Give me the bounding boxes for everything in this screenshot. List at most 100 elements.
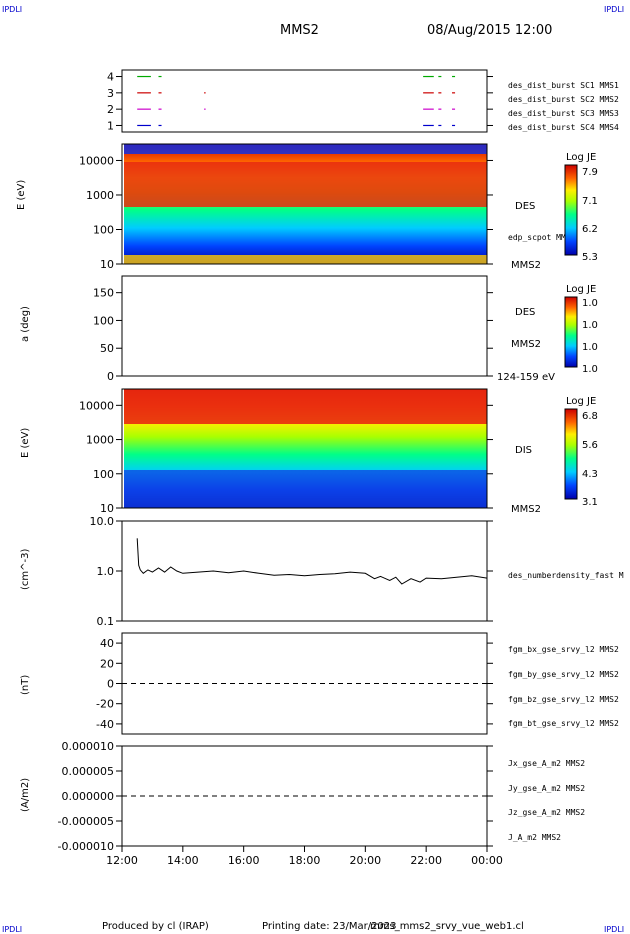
pitch-angle-panel: a (deg) 0 50 100 150 DES MMS2 124-159 eV Lo… — [20, 275, 598, 383]
pitch-angle-yticks: 0 50 100 150 — [93, 287, 493, 383]
time-tick-label: 12:00 — [106, 854, 138, 867]
pa-y-tick-label: 50 — [100, 342, 114, 355]
des-spacecraft-label: MMS2 — [511, 260, 541, 271]
des-instrument-label: DES — [515, 201, 535, 212]
pa-y-tick-label: 150 — [93, 287, 114, 300]
footer-product-name: mms_mms2_srvy_vue_web1.cl — [370, 921, 524, 932]
density-series-line — [136, 538, 488, 585]
burst-y-tick-label: 3 — [107, 87, 114, 100]
dis-energy-ylabel: E (eV) — [20, 428, 31, 458]
bfield-legend-bz: fgm_bz_gse_srvy_l2 MMS2 — [508, 695, 619, 704]
density-yticks: 0.1 1.0 10.0 — [90, 515, 493, 628]
bfield-y-tick-label: 20 — [100, 657, 114, 670]
corner-label-bottom-left: IPDLI — [2, 925, 22, 934]
bfield-y-tick-label: -20 — [96, 698, 114, 711]
dis-colorbar-tick-3: 3.1 — [582, 497, 598, 508]
current-legend-jy: Jy_gse_A_m2 MMS2 — [508, 784, 585, 793]
time-tick-label: 18:00 — [289, 854, 321, 867]
des-spectrogram-low-band — [124, 255, 487, 264]
plot-datetime: 08/Aug/2015 12:00 — [427, 23, 552, 38]
des-colorbar — [564, 164, 578, 256]
pa-colorbar-tick-2: 1.0 — [582, 342, 598, 353]
current-panel: (A/m2) -0.000010 -0.000005 0.000000 0.00000… — [20, 740, 585, 867]
legend-sc3: des_dist_burst SC3 MMS3 — [508, 109, 619, 118]
current-ylabel: (A/m2) — [20, 778, 31, 812]
current-legend-jz: Jz_gse_A_m2 MMS2 — [508, 808, 585, 817]
des-colorbar-tick-0: 7.9 — [582, 167, 598, 178]
pitch-angle-ylabel: a (deg) — [20, 306, 31, 342]
density-y-tick-label: 1.0 — [97, 565, 115, 578]
burst-y-tick-label: 2 — [107, 103, 114, 116]
des-colorbar-tick-2: 6.2 — [582, 224, 598, 235]
footer-printing-date: Printing date: 23/Mar/2023 — [262, 921, 397, 932]
density-y-tick-label: 10.0 — [90, 515, 115, 528]
time-axis-ticks: 12:00 14:00 16:00 18:00 20:00 22:00 00:00 — [106, 846, 503, 867]
current-y-tick-label: -0.000010 — [58, 840, 114, 853]
bfield-ylabel: (nT) — [20, 675, 31, 695]
legend-sc1: des_dist_burst SC1 MMS1 — [508, 81, 619, 90]
footer-produced-by: Produced by cl (IRAP) — [102, 921, 209, 932]
des-energy-ylabel: E (eV) — [16, 180, 27, 210]
des-colorbar-tick-1: 7.1 — [582, 196, 598, 207]
bfield-legend-by: fgm_by_gse_srvy_l2 MMS2 — [508, 670, 619, 679]
dis-colorbar-tick-0: 6.8 — [582, 411, 598, 422]
des-y-tick-label: 10 — [100, 258, 114, 271]
current-y-tick-label: 0.000010 — [62, 740, 115, 753]
time-tick-label: 00:00 — [471, 854, 503, 867]
bfield-legend-bx: fgm_bx_gse_srvy_l2 MMS2 — [508, 645, 619, 654]
dis-y-tick-label: 10 — [100, 502, 114, 515]
current-y-tick-label: -0.000005 — [58, 815, 114, 828]
dis-y-tick-label: 1000 — [86, 434, 114, 447]
bfield-y-tick-label: -40 — [96, 718, 114, 731]
des-spectrogram-panel: E (eV) 10 100 1000 10000 DES edp_scpot MMS2… — [16, 143, 598, 271]
pa-colorbar — [564, 296, 578, 368]
pitch-angle-spacecraft-label: MMS2 — [511, 339, 541, 350]
bfield-yticks: -40 -20 0 20 40 — [96, 637, 493, 731]
bfield-legend-bt: fgm_bt_gse_srvy_l2 MMS2 — [508, 719, 619, 728]
current-y-tick-label: 0.000000 — [62, 790, 115, 803]
des-y-tick-label: 100 — [93, 223, 114, 236]
pitch-angle-frame — [121, 275, 488, 377]
pitch-angle-instrument-label: DES — [515, 307, 535, 318]
density-y-tick-label: 0.1 — [97, 615, 115, 628]
dis-colorbar-tick-1: 5.6 — [582, 440, 598, 451]
dis-spacecraft-label: MMS2 — [511, 504, 541, 515]
time-tick-label: 16:00 — [228, 854, 260, 867]
des-spectrogram-peak-band — [124, 162, 487, 207]
density-panel: (cm^-3) 0.1 1.0 10.0 des_numberdensity_fas… — [20, 515, 624, 628]
bfield-panel: (nT) -40 -20 0 20 40 fgm_bx_gse_srvy_l2 MMS2… — [20, 632, 619, 735]
dis-y-tick-label: 10000 — [79, 399, 114, 412]
corner-label-top-right: IPDLI — [604, 5, 624, 14]
des-colorbar-title: Log JE — [566, 152, 596, 163]
spacecraft-title: MMS2 — [280, 23, 319, 38]
burst-y-tick-label: 1 — [107, 119, 114, 132]
burst-marks — [137, 75, 456, 127]
corner-label-bottom-right: IPDLI — [604, 925, 624, 934]
density-series-label: des_numberdensity_fast M — [508, 571, 624, 580]
burst-panel-frame — [121, 69, 488, 133]
des-y-tick-label: 10000 — [79, 154, 114, 167]
dis-colorbar-title: Log JE — [566, 396, 596, 407]
dis-spectrogram-low-band — [124, 470, 487, 508]
dis-spectrogram-frame — [121, 388, 488, 509]
current-yticks: -0.000010 -0.000005 0.000000 0.000005 0.0000… — [58, 740, 493, 853]
time-tick-label: 14:00 — [167, 854, 199, 867]
density-ylabel: (cm^-3) — [20, 549, 31, 590]
burst-yticks: 1 2 3 4 — [107, 71, 493, 132]
current-legend-jtotal: J_A_m2 MMS2 — [508, 833, 561, 842]
burst-y-tick-label: 4 — [107, 71, 114, 84]
current-legend-jx: Jx_gse_A_m2 MMS2 — [508, 759, 585, 768]
dis-spectrogram-peak-band — [124, 389, 487, 424]
des-yticks: 10 100 1000 10000 — [79, 154, 493, 271]
pa-y-tick-label: 100 — [93, 314, 114, 327]
dis-y-tick-label: 100 — [93, 468, 114, 481]
legend-sc2: des_dist_burst SC2 MMS2 — [508, 95, 619, 104]
dis-spectrogram-panel: E (eV) 10 100 1000 10000 DIS MMS2 Log JE 6.… — [20, 388, 598, 515]
burst-panel: 1 2 3 4 des_dist_burst SC1 MMS1 des_dist_bu… — [107, 69, 619, 133]
time-tick-label: 22:00 — [410, 854, 442, 867]
des-overlay-label: edp_scpot MMS2 — [508, 233, 576, 242]
bfield-y-tick-label: 0 — [107, 678, 114, 691]
pa-colorbar-title: Log JE — [566, 284, 596, 295]
pa-y-tick-label: 0 — [107, 370, 114, 383]
